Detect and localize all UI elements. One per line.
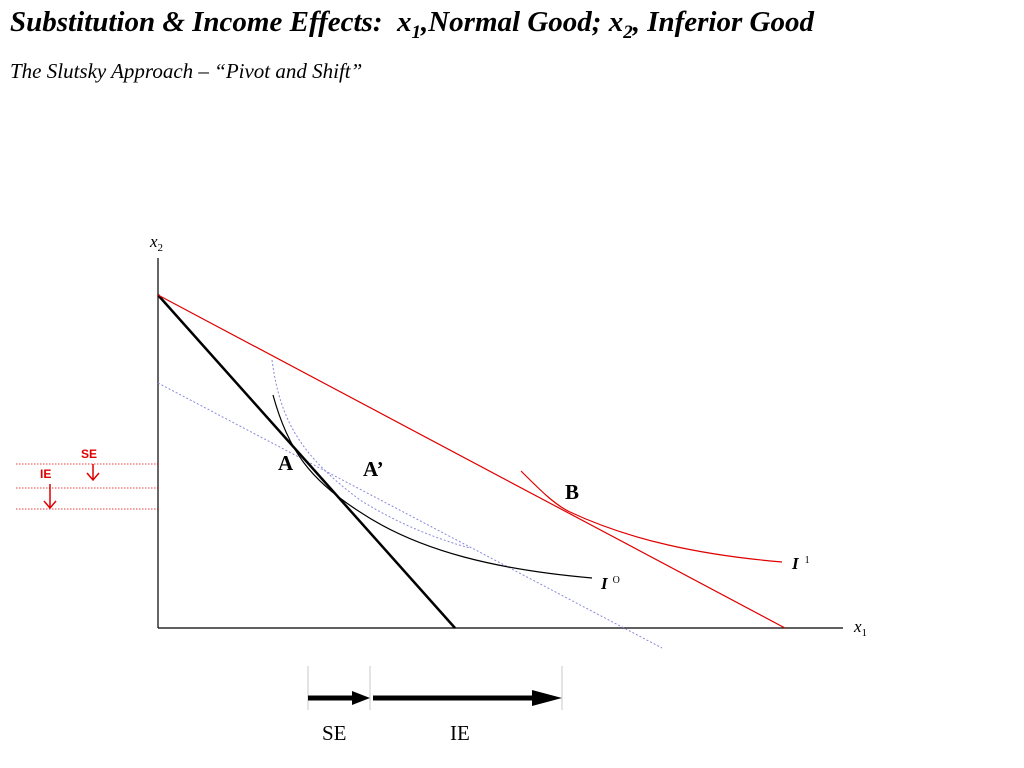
point-a-label: A (278, 451, 294, 475)
vertical-ie-arrowhead (43, 500, 57, 510)
title-x2-var: x (608, 6, 624, 38)
title-part3: , Inferior Good (632, 6, 814, 38)
point-a-prime-label: A’ (363, 457, 384, 481)
compensated-indifference-curve (271, 359, 471, 549)
vertical-se-label: SE (81, 447, 97, 461)
original-budget-line (157, 294, 456, 629)
vertical-se-arrowhead (86, 472, 100, 482)
horizontal-se-label: SE (322, 721, 347, 745)
compensated-budget-line (157, 382, 663, 649)
horizontal-ie-arrowhead (532, 690, 562, 706)
y-axis-label: x2 (149, 232, 163, 254)
point-b-label: B (565, 480, 579, 504)
new-budget-line (157, 294, 786, 629)
title-x1-var: x (396, 6, 412, 38)
x-axis-label: x1 (853, 617, 867, 639)
title-part1: Substitution & Income Effects: (10, 6, 383, 38)
vertical-ie-label: IE (40, 467, 51, 481)
title-x2-sub: 2 (623, 21, 633, 43)
page-title: Substitution & Income Effects: x1,Normal… (10, 6, 814, 44)
title-part2: ,Normal Good; (420, 6, 609, 38)
indifference-curve-i1 (520, 470, 783, 563)
page-subtitle: The Slutsky Approach – “Pivot and Shift” (10, 59, 363, 83)
title-x1-sub: 1 (411, 21, 421, 43)
horizontal-se-arrowhead (352, 691, 370, 705)
indifference-curve-i0 (272, 394, 593, 579)
horizontal-ie-label: IE (450, 721, 470, 745)
